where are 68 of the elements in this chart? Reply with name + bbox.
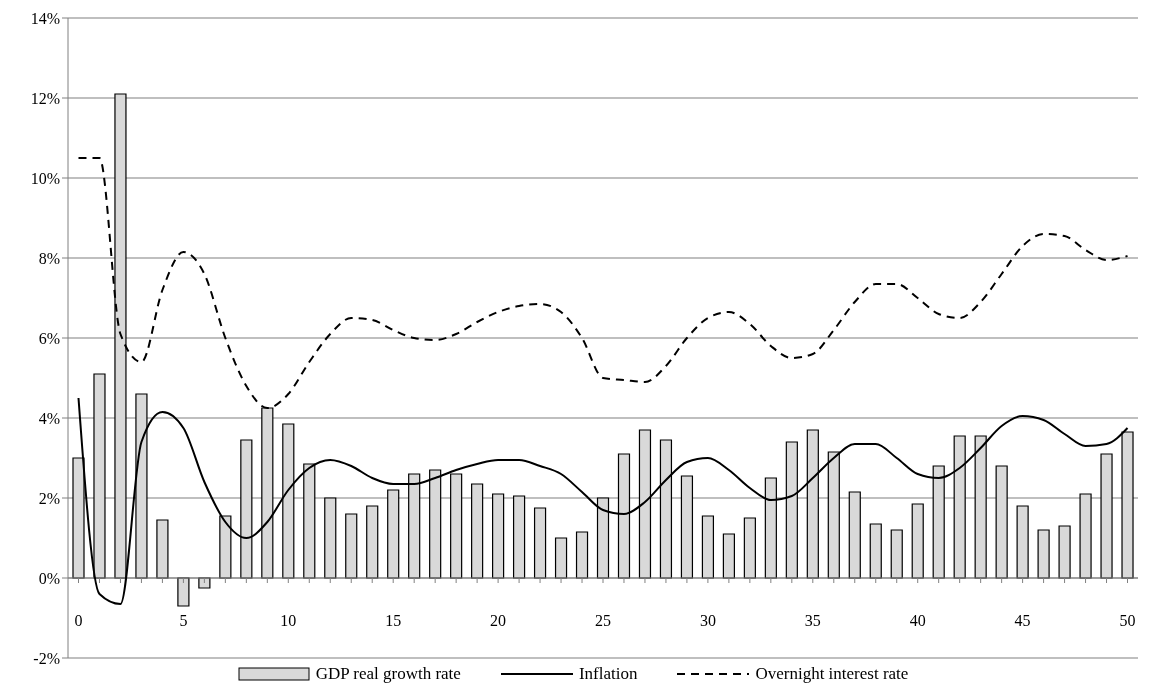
y-tick-label: -2%: [33, 649, 60, 667]
y-tick-label: 6%: [38, 329, 60, 347]
bar: [429, 469, 442, 579]
bar: [303, 463, 316, 579]
bar: [785, 441, 798, 579]
bar: [890, 529, 903, 579]
bar: [177, 577, 190, 607]
y-tick-label: 12%: [30, 89, 60, 107]
x-tick-label: 40: [909, 612, 926, 629]
bar: [722, 533, 735, 579]
bar: [764, 477, 777, 579]
bar: [387, 489, 400, 579]
bar: [848, 491, 861, 579]
x-tick-label: 15: [385, 612, 402, 629]
bar: [638, 429, 652, 579]
x-tick-label: 5: [179, 612, 188, 629]
bar: [366, 505, 379, 579]
legend-label: Overnight interest rate: [755, 664, 909, 684]
bar: [282, 423, 295, 579]
x-tick-label: 20: [490, 612, 507, 629]
bar: [450, 473, 463, 579]
y-tick-label: 10%: [30, 169, 60, 187]
bar: [869, 523, 882, 579]
bar: [995, 465, 1008, 579]
y-tick-label: 0%: [38, 569, 60, 587]
bar: [492, 493, 505, 579]
bar: [932, 465, 945, 579]
x-tick-label: 50: [1119, 612, 1136, 629]
bar: [345, 513, 358, 579]
bar: [617, 453, 631, 579]
x-tick-label: 45: [1014, 612, 1031, 629]
legend-label: GDP real growth rate: [315, 664, 461, 684]
bar: [659, 439, 673, 579]
x-tick-label: 30: [699, 612, 716, 629]
y-tick-label: 8%: [38, 249, 60, 267]
bar: [827, 451, 840, 579]
y-tick-label: 4%: [38, 409, 60, 427]
x-tick-label: 25: [595, 612, 611, 629]
bar: [596, 497, 610, 579]
bar: [533, 507, 547, 579]
x-tick-label: 0: [74, 612, 83, 629]
bar: [953, 435, 966, 579]
bar: [911, 503, 924, 579]
bar: [1079, 493, 1092, 579]
x-tick-label: 35: [804, 612, 821, 629]
bar: [471, 483, 484, 579]
y-tick-label: 2%: [38, 489, 60, 507]
bar: [324, 497, 337, 579]
bar: [1037, 529, 1050, 579]
bar: [701, 515, 715, 579]
bar: [575, 531, 589, 579]
bar: [1058, 525, 1071, 579]
bar: [1016, 505, 1029, 579]
bar: [240, 439, 253, 579]
y-tick-label: 14%: [30, 9, 60, 27]
bar: [974, 435, 987, 579]
x-tick-label: 10: [280, 612, 297, 629]
bar: [806, 429, 819, 579]
bar: [156, 519, 169, 579]
bar: [408, 473, 421, 579]
bar: [219, 515, 232, 579]
bar: [554, 537, 568, 579]
legend-label: Inflation: [578, 664, 638, 684]
bar: [680, 475, 694, 579]
bar: [1100, 453, 1113, 579]
bar: [198, 577, 211, 589]
bar: [512, 495, 526, 579]
bar: [743, 517, 756, 579]
